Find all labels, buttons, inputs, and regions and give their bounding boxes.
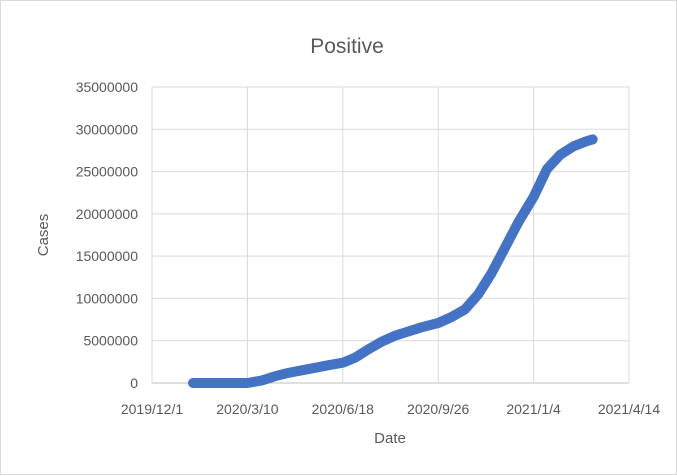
- y-tick-label: 15000000: [76, 248, 139, 264]
- x-tick-label: 2019/12/1: [121, 401, 183, 417]
- x-tick-label: 2020/9/26: [407, 401, 469, 417]
- y-tick-label: 10000000: [76, 290, 139, 306]
- chart-title: Positive: [310, 35, 384, 58]
- y-tick-labels: 0 5000000 10000000 15000000 20000000 25000000…: [76, 79, 139, 391]
- y-tick-label: 35000000: [76, 79, 139, 95]
- x-axis-label: Date: [374, 430, 406, 447]
- x-tick-label: 2020/6/18: [312, 401, 374, 417]
- x-tick-label: 2021/4/14: [598, 401, 660, 417]
- y-tick-label: 0: [130, 375, 138, 391]
- y-tick-label: 30000000: [76, 121, 139, 137]
- y-tick-label: 20000000: [76, 206, 139, 222]
- x-tick-label: 2021/1/4: [506, 401, 561, 417]
- y-axis-label: Cases: [35, 214, 52, 257]
- y-tick-label: 25000000: [76, 164, 139, 180]
- gridlines: [151, 86, 630, 384]
- x-tick-labels: 2019/12/1 2020/3/10 2020/6/18 2020/9/26 2021…: [121, 401, 660, 417]
- y-tick-label: 5000000: [83, 333, 138, 349]
- series-line: [188, 134, 598, 388]
- x-tick-label: 2020/3/10: [216, 401, 278, 417]
- series-layer: [188, 134, 598, 388]
